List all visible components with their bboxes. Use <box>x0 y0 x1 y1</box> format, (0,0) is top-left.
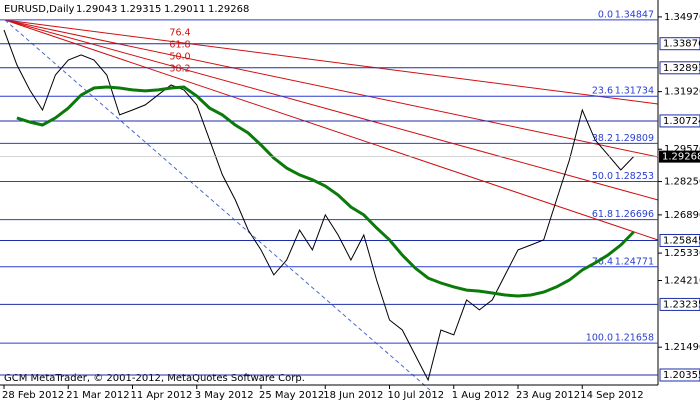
fan-line <box>4 19 659 158</box>
fib-ratio: 100.0 <box>586 333 613 344</box>
x-tick-label: 14 Sep 2012 <box>580 390 643 401</box>
moving-average <box>16 85 635 298</box>
x-tick-label: 25 May 2012 <box>259 390 324 401</box>
fib-price: 1.26696 <box>615 209 654 220</box>
fib-ratio: 61.8 <box>592 209 613 220</box>
fib-price: 1.34847 <box>615 9 654 20</box>
ohlc-close: 1.29268 <box>208 4 249 15</box>
fan-label: 76.4 <box>169 28 190 39</box>
level-box <box>659 37 700 51</box>
trend-line <box>4 19 431 391</box>
x-tick-label: 21 Mar 2012 <box>66 390 129 401</box>
level-label: 1.20355 <box>663 370 700 381</box>
level-box <box>659 61 700 75</box>
x-tick-label: 28 Feb 2012 <box>2 390 64 401</box>
level-label: 1.33876 <box>663 39 700 50</box>
fib-price: 1.29809 <box>615 133 654 144</box>
x-tick-label: 3 May 2012 <box>195 390 254 401</box>
y-tick-label: 1.29570 <box>664 144 700 155</box>
level-label: 1.23235 <box>663 299 700 310</box>
y-tick-label: 1.25330 <box>664 248 700 259</box>
fib-ratio: 38.2 <box>592 133 613 144</box>
level-box <box>659 233 700 247</box>
y-tick-label: 1.28250 <box>664 177 700 188</box>
fib-ratio: 0.0 <box>598 9 613 20</box>
footer: GCM MetaTrader, © 2001-2012, MetaQuotes … <box>4 373 305 384</box>
y-tick-label: 1.26890 <box>664 210 700 221</box>
fan-line <box>4 19 659 105</box>
level-label: 1.30724 <box>663 116 700 127</box>
x-tick-label: 11 Apr 2012 <box>131 390 193 401</box>
y-tick-label: 1.31920 <box>664 87 700 98</box>
current-price-box <box>659 150 700 163</box>
fib-price: 1.21658 <box>615 333 654 344</box>
fan-line <box>4 19 659 201</box>
fan-line <box>4 19 659 241</box>
x-tick-label: 23 Aug 2012 <box>516 390 580 401</box>
x-tick-label: 10 Jul 2012 <box>388 390 445 401</box>
y-tick-label: 1.21490 <box>664 342 700 353</box>
fan-label: 38.2 <box>169 64 190 75</box>
y-tick-label: 1.24210 <box>664 276 700 287</box>
fan-label: 61.8 <box>169 40 190 51</box>
ohlc-low: 1.29011 <box>164 4 205 15</box>
x-tick-label: 18 Jun 2012 <box>323 390 383 401</box>
x-tick-label: 1 Aug 2012 <box>452 390 510 401</box>
fibo-fan <box>4 19 659 391</box>
symbol: EURUSD,Daily <box>4 4 75 15</box>
price-line <box>3 29 634 382</box>
fib-ratio: 23.6 <box>592 86 613 97</box>
level-box <box>659 114 700 128</box>
level-box <box>659 368 700 382</box>
fib-ratio: 50.0 <box>592 171 613 182</box>
ohlc-high: 1.29315 <box>120 4 161 15</box>
level-box <box>659 297 700 311</box>
fib-price: 1.28253 <box>615 171 654 182</box>
current-price: 1.29268 <box>662 152 700 163</box>
fib-price: 1.24771 <box>615 256 654 267</box>
y-tick-label: 1.34970 <box>664 12 700 23</box>
fib-ratio: 76.4 <box>592 256 613 267</box>
ohlc-open: 1.29043 <box>76 4 117 15</box>
fib-price: 1.31734 <box>615 86 654 97</box>
level-label: 1.32893 <box>663 63 700 74</box>
level-label: 1.25845 <box>663 235 700 246</box>
fan-label: 50.0 <box>169 52 190 63</box>
